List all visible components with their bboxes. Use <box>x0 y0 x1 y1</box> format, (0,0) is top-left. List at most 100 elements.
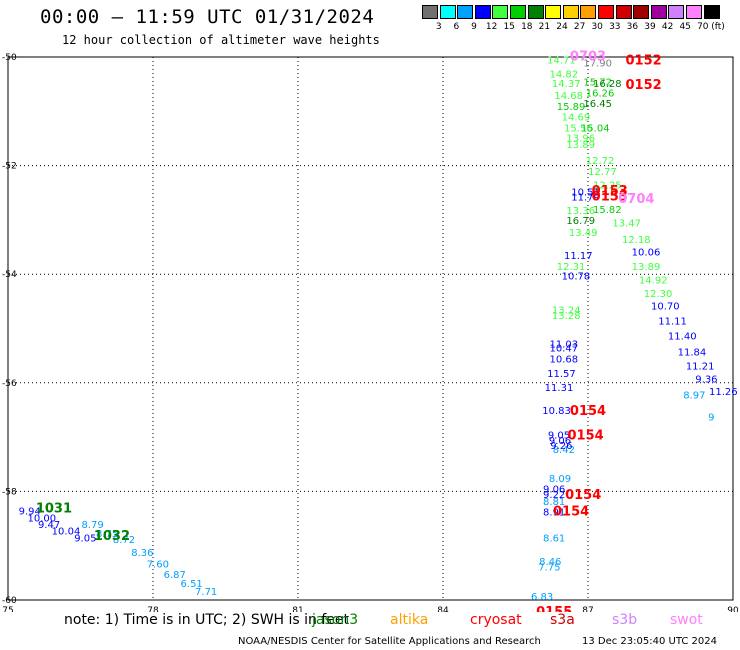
scale-label: 12 <box>485 22 498 32</box>
wave-height-label: 15.56 <box>564 124 593 135</box>
wave-height-label: 12.72 <box>586 156 615 167</box>
wave-height-label: 8.61 <box>543 534 565 545</box>
wave-height-label: 13.89 <box>632 262 661 273</box>
page-subtitle: 12 hour collection of altimeter wave hei… <box>62 33 380 47</box>
legend-item: s3b <box>612 612 638 628</box>
wave-height-label: 15.04 <box>581 124 610 135</box>
scale-swatch <box>422 5 438 19</box>
pass-time-label: 0155 <box>536 610 572 612</box>
wave-height-label: 11.03 <box>550 340 579 351</box>
scale-swatch <box>474 5 491 19</box>
y-tick-label: -56 <box>2 379 17 389</box>
wave-height-label: 13.96 <box>566 133 595 144</box>
y-tick-label: -60 <box>2 596 17 606</box>
y-tick-label: -50 <box>2 53 17 63</box>
wave-height-label: 9.06 <box>543 485 565 496</box>
scale-swatch <box>598 5 614 19</box>
x-tick-label: 90 <box>727 606 739 612</box>
wave-height-label: 7.71 <box>195 587 217 598</box>
pass-time-label: 0154 <box>553 504 589 519</box>
wave-height-label: 9.26 <box>550 441 572 452</box>
pass-time-label: 0152 <box>625 78 661 93</box>
wave-height-label: 13.24 <box>552 305 581 316</box>
pass-time-label: 0153 <box>592 184 628 199</box>
wave-height-label: 10.06 <box>632 247 661 258</box>
wave-height-label: 8.81 <box>543 497 565 508</box>
y-tick-label: -52 <box>2 162 17 172</box>
pass-time-label: 0704 <box>618 192 654 207</box>
scale-swatch <box>510 5 526 19</box>
wave-height-label: 8.36 <box>131 548 153 559</box>
scale-label: 18 <box>521 22 533 32</box>
scale-label: 39 <box>644 22 656 32</box>
wave-height-label: 16.79 <box>566 216 595 227</box>
x-tick-label: 84 <box>437 606 449 612</box>
scale-label: 24 <box>556 22 568 32</box>
wave-height-label: 11.11 <box>658 316 687 327</box>
pass-time-label: 1032 <box>94 529 130 544</box>
wave-height-label: 15.72 <box>583 77 612 88</box>
wave-height-label: 10.68 <box>550 354 579 365</box>
legend-item: cryosat <box>470 612 522 628</box>
scale-swatch <box>686 5 702 19</box>
wave-height-label: 9.06 <box>549 436 571 447</box>
wave-height-label: 11.26 <box>709 387 738 398</box>
scale-swatch <box>457 5 474 19</box>
pass-time-label: 0703 <box>570 49 606 64</box>
wave-height-label: 8.09 <box>549 474 571 485</box>
wave-height-label: 8.72 <box>113 535 135 546</box>
wave-height-label: 12.25 <box>593 181 622 192</box>
wave-height-label: 10.70 <box>651 302 680 313</box>
wave-height-label: 13.89 <box>566 140 595 151</box>
scale-label: 27 <box>573 22 586 32</box>
scale-unit: (ft) <box>711 22 725 32</box>
pass-time-label: 0154 <box>565 488 601 503</box>
pass-time-label: 0154 <box>567 428 603 443</box>
wave-height-label: 10.78 <box>562 271 591 282</box>
wave-height-label: 11.57 <box>547 369 576 380</box>
wave-height-label: 7.60 <box>147 560 169 571</box>
scale-label: 36 <box>626 22 639 32</box>
x-tick-label: 81 <box>292 606 303 612</box>
wave-height-label: 12.18 <box>622 235 651 246</box>
scale-swatch <box>580 5 597 19</box>
pass-time-label: 0155 <box>536 605 572 612</box>
wave-height-label: 13.49 <box>569 228 598 239</box>
wave-height-label: 9 <box>708 412 714 423</box>
pass-time-label: 0153 <box>592 189 628 204</box>
scale-swatch <box>439 5 456 19</box>
x-tick-label: 87 <box>582 606 593 612</box>
wave-height-label: 10.00 <box>28 513 57 524</box>
wave-height-label: 14.68 <box>554 91 583 102</box>
wave-height-label: 10.51 <box>571 188 600 199</box>
wave-height-label: 10.47 <box>550 344 579 355</box>
legend-item: jason3 <box>312 612 359 628</box>
pass-time-label: 0152 <box>625 54 661 69</box>
wave-height-label: 16.26 <box>586 88 615 99</box>
wave-height-label: 15.89 <box>557 102 586 113</box>
wave-height-label: 9.22 <box>543 490 565 501</box>
scale-label: 21 <box>538 22 551 32</box>
scale-label: 6 <box>453 22 460 32</box>
pass-time-label: 1031 <box>36 502 72 517</box>
plot-frame <box>7 56 734 601</box>
wave-height-label: 8.97 <box>683 391 705 402</box>
wave-height-label: 11.17 <box>564 251 593 262</box>
wave-height-label: 9.05 <box>548 430 570 441</box>
wave-height-label: 11.21 <box>686 361 715 372</box>
scale-swatch <box>562 5 579 19</box>
wave-height-label: 13.28 <box>552 311 581 322</box>
wave-height-label: 8.75 <box>96 529 118 540</box>
wave-height-label: 6.87 <box>164 570 186 581</box>
scale-swatch <box>527 5 544 19</box>
wave-height-label: 9.36 <box>695 374 717 385</box>
wave-height-label: 6.51 <box>181 579 203 590</box>
wave-height-label: 17.90 <box>583 58 612 69</box>
wave-height-label: 9.05 <box>74 534 96 545</box>
wave-height-label: 14.37 <box>552 79 581 90</box>
legend-item: swot <box>670 612 703 628</box>
scale-label: 70 <box>697 22 709 32</box>
wave-height-label: 6.83 <box>531 592 553 603</box>
wave-height-label: 12.77 <box>588 167 617 178</box>
footer-credit: NOAA/NESDIS Center for Satellite Applica… <box>238 636 541 647</box>
